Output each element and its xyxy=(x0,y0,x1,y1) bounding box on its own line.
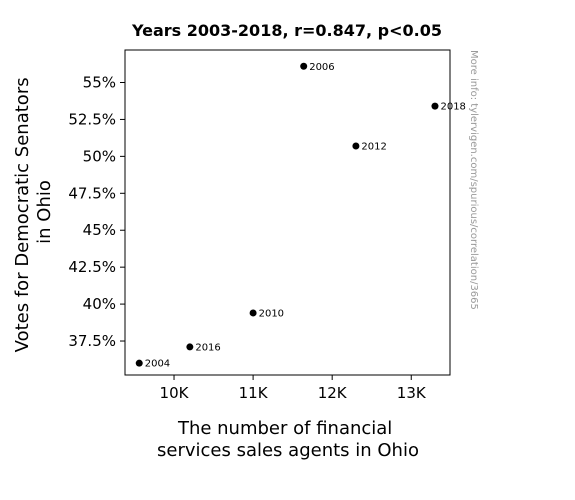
data-point xyxy=(352,142,360,150)
data-points: 2004 2006 2010 2012 2016 2018 xyxy=(135,62,466,370)
y-tick-label: 47.5% xyxy=(68,184,116,202)
x-tick-label: 11K xyxy=(239,384,269,402)
y-tick-label: 55% xyxy=(83,74,116,92)
x-axis-label: The number of financial services sales a… xyxy=(157,418,419,461)
data-point xyxy=(135,359,143,367)
data-point-label: 2016 xyxy=(195,342,220,353)
x-axis-label-line-2: services sales agents in Ohio xyxy=(157,440,419,461)
data-point xyxy=(186,343,194,351)
y-tick-label: 40% xyxy=(83,295,116,313)
y-tick-label: 45% xyxy=(83,221,116,239)
data-point xyxy=(300,62,308,70)
x-tick-label: 13K xyxy=(397,384,427,402)
y-tick-label: 50% xyxy=(83,147,116,165)
source-watermark: More info: tylervigen.com/spurious/corre… xyxy=(468,50,479,310)
data-point xyxy=(249,309,257,317)
y-tick-label: 52.5% xyxy=(68,110,116,128)
x-tick-label: 12K xyxy=(318,384,348,402)
data-point xyxy=(431,102,439,110)
y-tick-label: 42.5% xyxy=(68,258,116,276)
data-point-label: 2010 xyxy=(259,308,284,319)
y-axis-label-line-2: in Ohio xyxy=(34,180,55,244)
data-point-label: 2018 xyxy=(440,102,465,113)
x-axis-label-line-1: The number of financial xyxy=(177,418,392,439)
chart-title: Years 2003-2018, r=0.847, p<0.05 xyxy=(131,21,442,40)
data-point-label: 2004 xyxy=(145,359,170,370)
x-tick-label: 10K xyxy=(160,384,190,402)
y-axis-ticks: 37.5% 40% 42.5% 45% 47.5% 50% 52.5% 55% xyxy=(68,74,125,350)
plot-area xyxy=(124,49,451,376)
y-axis-label: Votes for Democratic Senators in Ohio xyxy=(12,72,55,353)
y-axis-label-line-1: Votes for Democratic Senators xyxy=(12,77,33,352)
x-axis-ticks: 10K 11K 12K 13K xyxy=(160,375,427,402)
y-tick-label: 37.5% xyxy=(68,332,116,350)
data-point-label: 2012 xyxy=(361,142,386,153)
data-point-label: 2006 xyxy=(309,62,334,73)
